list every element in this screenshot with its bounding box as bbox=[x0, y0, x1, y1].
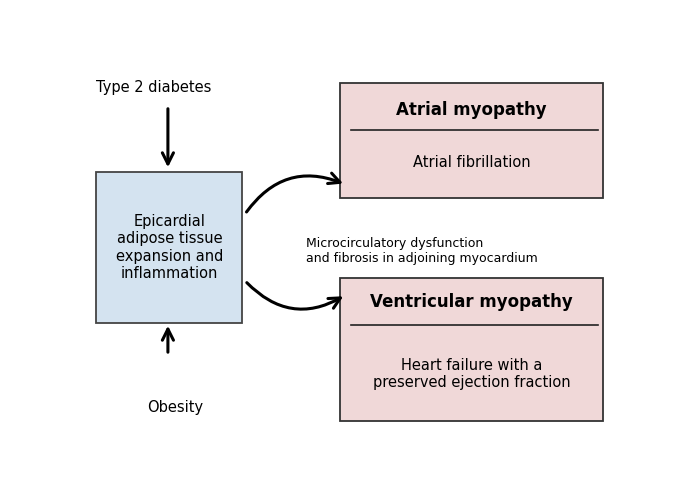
Text: Obesity: Obesity bbox=[147, 400, 203, 416]
Text: Type 2 diabetes: Type 2 diabetes bbox=[96, 79, 212, 95]
FancyBboxPatch shape bbox=[340, 278, 603, 421]
Text: Heart failure with a
preserved ejection fraction: Heart failure with a preserved ejection … bbox=[373, 358, 571, 390]
Text: Ventricular myopathy: Ventricular myopathy bbox=[370, 293, 573, 311]
FancyBboxPatch shape bbox=[96, 172, 242, 323]
Text: Epicardial
adipose tissue
expansion and
inflammation: Epicardial adipose tissue expansion and … bbox=[116, 214, 223, 281]
Text: Atrial myopathy: Atrial myopathy bbox=[396, 101, 547, 119]
FancyBboxPatch shape bbox=[340, 83, 603, 198]
Text: Atrial fibrillation: Atrial fibrillation bbox=[413, 155, 530, 170]
Text: Microcirculatory dysfunction
and fibrosis in adjoining myocardium: Microcirculatory dysfunction and fibrosi… bbox=[306, 237, 538, 265]
